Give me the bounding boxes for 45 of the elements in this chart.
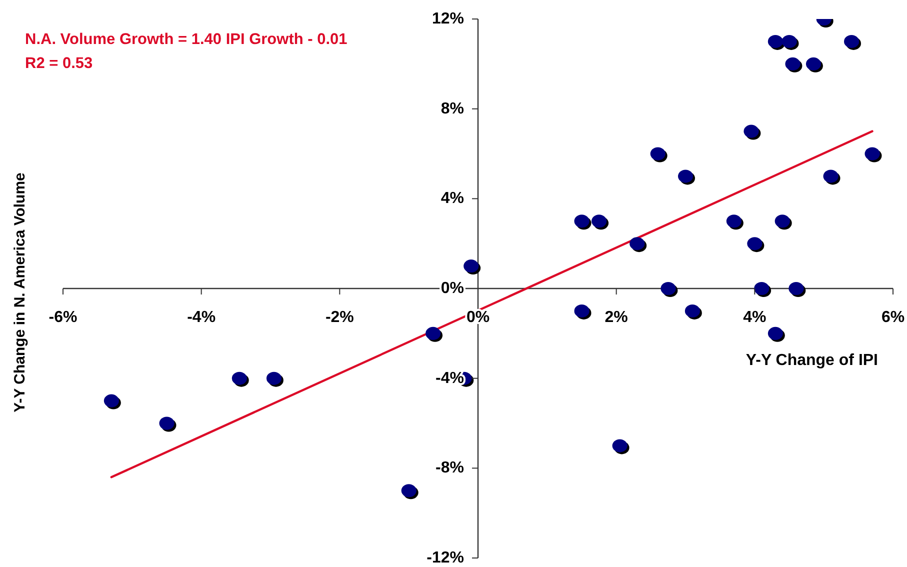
point <box>864 147 880 160</box>
y-tick-label: 4% <box>440 190 464 208</box>
point <box>726 214 742 228</box>
point <box>104 394 119 408</box>
point <box>744 124 759 138</box>
x-tick-label: -2% <box>325 309 354 326</box>
point <box>266 372 282 385</box>
point <box>823 170 838 183</box>
y-tick-label: 12% <box>432 10 464 28</box>
y-axis-title: Y-Y Change in N. America Volume <box>12 172 28 412</box>
point <box>768 326 783 340</box>
point <box>768 34 783 48</box>
annotation: N.A. Volume Growth = 1.40 IPI Growth - 0.01 <box>25 31 348 48</box>
point <box>574 304 590 318</box>
y-tick-label: 8% <box>440 100 464 118</box>
x-tick-label: 2% <box>604 309 628 326</box>
point <box>426 326 441 340</box>
x-tick-label: 4% <box>743 309 766 326</box>
point <box>401 484 416 498</box>
y-tick-label: -8% <box>436 460 464 477</box>
point <box>684 304 700 318</box>
point <box>774 214 790 228</box>
point <box>464 260 479 273</box>
point <box>747 237 762 250</box>
point <box>660 282 676 295</box>
y-tick-label: -12% <box>426 550 464 566</box>
annotation: R2 = 0.53 <box>25 55 94 72</box>
x-tick-label: -4% <box>187 309 216 326</box>
point <box>782 34 797 48</box>
point <box>650 147 666 160</box>
point <box>592 214 607 228</box>
point <box>844 34 859 48</box>
point <box>788 282 804 295</box>
point <box>630 237 645 250</box>
point <box>612 439 628 452</box>
point <box>754 282 770 295</box>
x-tick-label: -6% <box>48 309 78 326</box>
point <box>785 57 800 70</box>
point <box>232 372 247 385</box>
x-axis-title: Y-Y Change of IPI <box>746 352 878 369</box>
point <box>806 57 821 70</box>
point <box>574 214 590 228</box>
x-tick-label: 6% <box>881 309 905 326</box>
point <box>678 170 693 183</box>
point <box>159 416 174 430</box>
